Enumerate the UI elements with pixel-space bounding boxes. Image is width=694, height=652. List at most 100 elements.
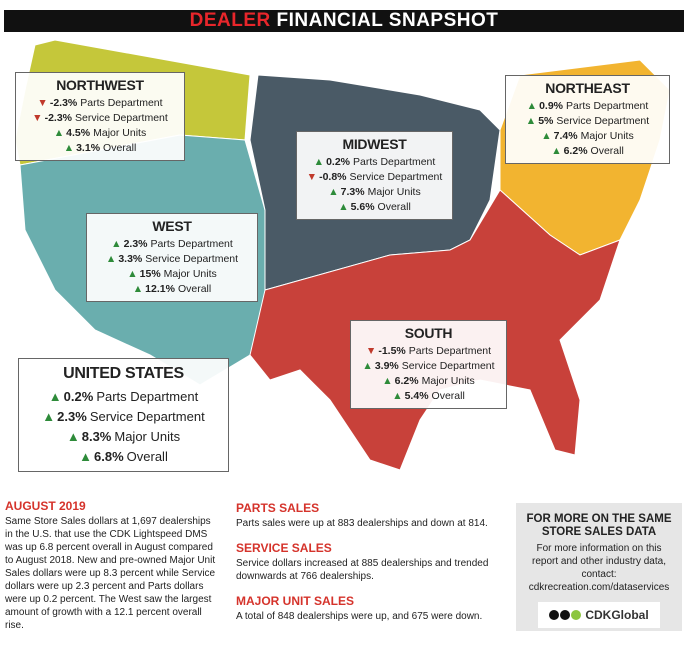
metric-value: 0.2% xyxy=(326,156,351,168)
metric-label: Service Department xyxy=(75,112,168,124)
trend-arrow: ▼ xyxy=(306,171,318,183)
metric-value: 2.3% xyxy=(123,238,148,250)
metric-row: ▲ 0.2% Parts Department xyxy=(297,155,452,170)
section-heading: SERVICE SALES xyxy=(236,541,332,555)
metric-value: 3.3% xyxy=(118,253,143,265)
metric-value: 0.2% xyxy=(63,389,94,404)
trend-arrow: ▲ xyxy=(127,268,138,280)
trend-arrow: ▲ xyxy=(362,360,373,372)
metric-value: 5% xyxy=(538,115,554,127)
metric-row: ▼ -1.5% Parts Department xyxy=(351,344,506,359)
region-name: UNITED STATES xyxy=(63,365,184,382)
metric-value: 5.4% xyxy=(404,390,429,402)
metric-row: ▲ 4.5% Major Units xyxy=(16,126,184,141)
metric-label: Service Department xyxy=(401,360,495,372)
metric-row: ▲ 5.4% Overall xyxy=(351,389,506,404)
section-heading: MAJOR UNIT SALES xyxy=(236,594,355,608)
metric-row: ▼ -0.8% Service Department xyxy=(297,170,452,185)
metric-row: ▲ 7.4% Major Units xyxy=(506,129,669,144)
metric-row: ▼ -2.3% Service Department xyxy=(16,111,184,126)
metric-label: Parts Department xyxy=(566,100,649,112)
region-name: NORTHWEST xyxy=(56,77,144,93)
region-name: WEST xyxy=(152,218,192,234)
metric-row: ▲ 8.3% Major Units xyxy=(19,427,228,447)
metric-label: Overall xyxy=(103,142,137,154)
sidebar-heading: FOR MORE ON THE SAME STORE SALES DATA xyxy=(526,513,672,538)
metric-label: Overall xyxy=(126,449,168,464)
metric-value: -2.3% xyxy=(49,97,78,109)
region-box: SOUTH ▼ -1.5% Parts Department ▲ 3.9% Service … xyxy=(350,320,507,409)
region-name: MIDWEST xyxy=(342,136,407,152)
trend-arrow: ▲ xyxy=(551,145,562,157)
metric-value: 12.1% xyxy=(145,283,175,295)
metric-row: ▲ 3.3% Service Department xyxy=(87,252,257,267)
trend-arrow: ▲ xyxy=(79,449,93,464)
metric-row: ▲ 6.2% Overall xyxy=(506,144,669,159)
metric-label: Overall xyxy=(590,145,624,157)
trend-arrow: ▲ xyxy=(42,409,56,424)
metric-label: Major Units xyxy=(580,130,634,142)
metric-label: Parts Department xyxy=(150,238,233,250)
trend-arrow: ▲ xyxy=(338,201,349,213)
metric-label: Service Department xyxy=(349,171,443,183)
sections: PARTS SALES Parts sales were up at 883 de… xyxy=(236,502,506,635)
metric-label: Major Units xyxy=(367,186,421,198)
metric-label: Major Units xyxy=(93,127,147,139)
metric-value: 8.3% xyxy=(81,429,112,444)
metric-label: Overall xyxy=(431,390,465,402)
metric-label: Major Units xyxy=(421,375,475,387)
metric-value: -1.5% xyxy=(378,345,406,357)
metric-row: ▲ 2.3% Service Department xyxy=(19,407,228,427)
region-box: NORTHEAST ▲ 0.9% Parts Department ▲ 5% Service… xyxy=(505,75,670,164)
metric-value: -2.3% xyxy=(44,112,73,124)
metric-value: 4.5% xyxy=(66,127,91,139)
metric-row: ▼ -2.3% Parts Department xyxy=(16,96,184,111)
metric-label: Parts Department xyxy=(96,389,199,404)
metric-value: 15% xyxy=(139,268,161,280)
trend-arrow: ▲ xyxy=(48,389,62,404)
sidebar-text: For more information on this report and … xyxy=(528,543,670,593)
metric-value: 7.3% xyxy=(340,186,365,198)
metric-row: ▲ 5.6% Overall xyxy=(297,200,452,215)
section-text: Service dollars increased at 885 dealers… xyxy=(236,558,489,582)
trend-arrow: ▲ xyxy=(53,127,65,139)
metric-value: 7.4% xyxy=(553,130,578,142)
section: SERVICE SALES Service dollars increased a… xyxy=(236,542,506,583)
region-name: SOUTH xyxy=(404,325,453,341)
metric-row: ▲ 12.1% Overall xyxy=(87,282,257,297)
metric-value: 6.2% xyxy=(563,145,588,157)
metric-row: ▲ 6.8% Overall xyxy=(19,447,228,467)
trend-arrow: ▼ xyxy=(32,112,43,124)
metric-row: ▲ 3.9% Service Department xyxy=(351,359,506,374)
metric-value: 3.9% xyxy=(374,360,399,372)
title-accent: DEALER xyxy=(189,10,271,31)
region-box: MIDWEST ▲ 0.2% Parts Department ▼ -0.8% Servic… xyxy=(296,131,453,220)
summary: AUGUST 2019 Same Store Sales dollars at 1… xyxy=(5,500,217,632)
metric-row: ▲ 2.3% Parts Department xyxy=(87,237,257,252)
metric-label: Service Department xyxy=(556,115,650,127)
region-box: WEST ▲ 2.3% Parts Department ▲ 3.3% Service De… xyxy=(86,213,258,302)
metric-value: 3.1% xyxy=(76,142,101,154)
metric-row: ▲ 3.1% Overall xyxy=(16,141,184,156)
section: PARTS SALES Parts sales were up at 883 de… xyxy=(236,502,506,530)
metric-value: -0.8% xyxy=(319,171,347,183)
trend-arrow: ▲ xyxy=(382,375,393,387)
metric-value: 5.6% xyxy=(350,201,375,213)
metric-label: Overall xyxy=(377,201,411,213)
title: FINANCIAL SNAPSHOT xyxy=(276,10,499,31)
trend-arrow: ▲ xyxy=(525,115,537,127)
metric-row: ▲ 7.3% Major Units xyxy=(297,185,452,200)
sidebar: FOR MORE ON THE SAME STORE SALES DATA For… xyxy=(516,503,682,631)
trend-arrow: ▲ xyxy=(111,238,122,250)
metric-label: Parts Department xyxy=(353,156,436,168)
metric-label: Service Department xyxy=(89,409,205,424)
region-box: NORTHWEST ▼ -2.3% Parts Department ▼ -2.3% Ser… xyxy=(15,72,185,161)
trend-arrow: ▼ xyxy=(37,97,48,109)
section: MAJOR UNIT SALES A total of 848 dealershi… xyxy=(236,595,506,623)
metric-label: Parts Department xyxy=(80,97,163,109)
section-heading: PARTS SALES xyxy=(236,501,320,515)
region-box: UNITED STATES ▲ 0.2% Parts Department ▲ 2.3% S… xyxy=(18,358,229,472)
metric-value: 2.3% xyxy=(57,409,87,424)
metric-label: Service Department xyxy=(145,253,239,265)
